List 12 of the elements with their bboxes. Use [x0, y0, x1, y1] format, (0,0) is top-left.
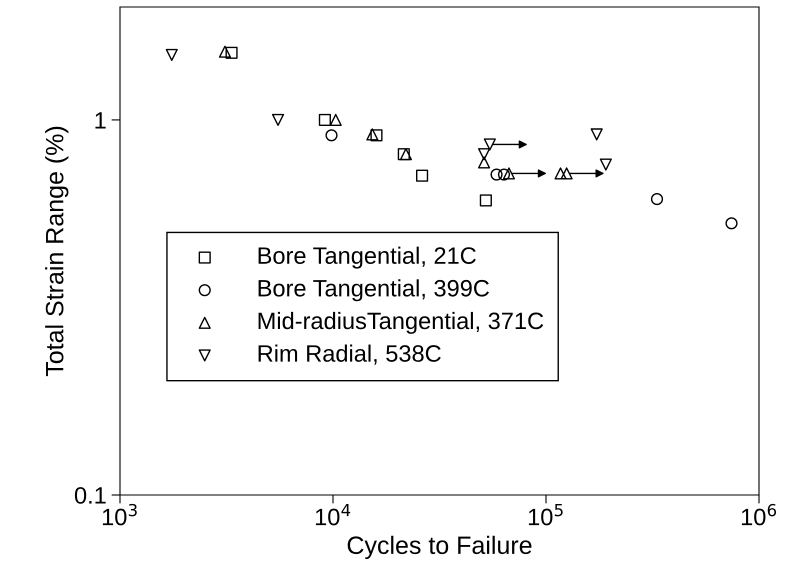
y-tick-label: 0.1: [74, 487, 106, 504]
legend-label: Bore Tangential, 399C: [258, 279, 489, 302]
x-tick-label: 10$^{3}$: [102, 504, 137, 526]
legend-label: Rim Radial, 538C: [258, 344, 441, 365]
legend-label: Bore Tangential, 21C: [258, 246, 476, 269]
x-tick-label: 10$^{5}$: [528, 504, 563, 526]
x-tick-label: 10$^{4}$: [316, 504, 350, 526]
y-axis-title: Total Strain Range (%): [45, 126, 68, 376]
x-axis-title: Cycles to Failure: [348, 536, 532, 560]
legend-label: Mid-radiusTangential, 371C: [258, 312, 544, 334]
y-tick-label: 1: [95, 112, 106, 128]
x-tick-label: 10$^{6}$: [742, 504, 776, 526]
